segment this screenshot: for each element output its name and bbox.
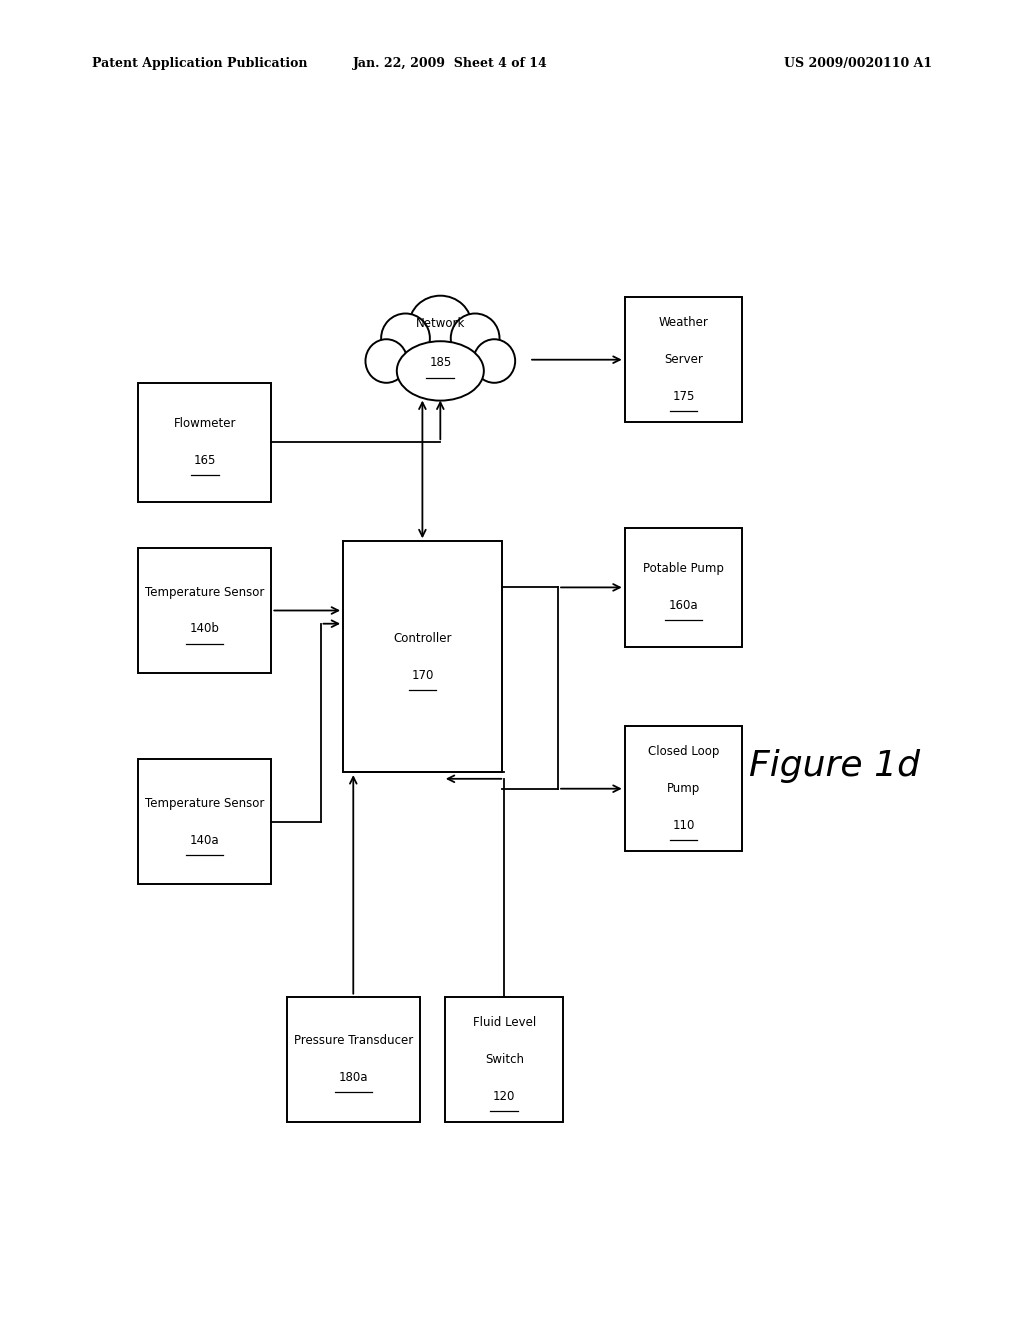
Text: Closed Loop: Closed Loop: [648, 746, 719, 758]
Text: Patent Application Publication: Patent Application Publication: [92, 57, 307, 70]
Bar: [138, 759, 271, 884]
Bar: [287, 997, 420, 1122]
Text: 120: 120: [494, 1090, 515, 1102]
Text: Figure 1d: Figure 1d: [750, 748, 920, 783]
Bar: [625, 297, 742, 422]
Text: Flowmeter: Flowmeter: [173, 417, 237, 430]
Bar: [343, 541, 502, 772]
Text: Network: Network: [416, 317, 465, 330]
Text: 140b: 140b: [189, 623, 220, 635]
Bar: [625, 726, 742, 851]
Text: 110: 110: [673, 820, 694, 832]
Text: US 2009/0020110 A1: US 2009/0020110 A1: [783, 57, 932, 70]
Ellipse shape: [473, 339, 515, 383]
Ellipse shape: [396, 342, 483, 401]
Text: 185: 185: [429, 356, 452, 370]
Text: Jan. 22, 2009  Sheet 4 of 14: Jan. 22, 2009 Sheet 4 of 14: [353, 57, 548, 70]
Ellipse shape: [451, 314, 500, 363]
Text: Potable Pump: Potable Pump: [643, 562, 724, 576]
Text: 170: 170: [412, 669, 433, 681]
Bar: [138, 383, 271, 502]
Ellipse shape: [409, 296, 472, 355]
Text: Pressure Transducer: Pressure Transducer: [294, 1035, 413, 1047]
Text: Switch: Switch: [484, 1053, 524, 1065]
Bar: [138, 548, 271, 673]
Bar: [625, 528, 742, 647]
Text: 180a: 180a: [339, 1072, 368, 1084]
Ellipse shape: [381, 314, 430, 363]
Bar: [445, 997, 563, 1122]
Text: 175: 175: [673, 391, 694, 403]
Text: 165: 165: [194, 454, 216, 467]
Text: Fluid Level: Fluid Level: [473, 1016, 536, 1028]
Text: 160a: 160a: [669, 599, 698, 612]
Ellipse shape: [366, 339, 408, 383]
Text: Temperature Sensor: Temperature Sensor: [145, 797, 264, 809]
Text: Temperature Sensor: Temperature Sensor: [145, 586, 264, 598]
Text: Pump: Pump: [667, 783, 700, 795]
Text: Server: Server: [665, 354, 702, 366]
Text: 140a: 140a: [190, 834, 219, 846]
Text: Controller: Controller: [393, 632, 452, 644]
Text: Weather: Weather: [658, 317, 709, 329]
